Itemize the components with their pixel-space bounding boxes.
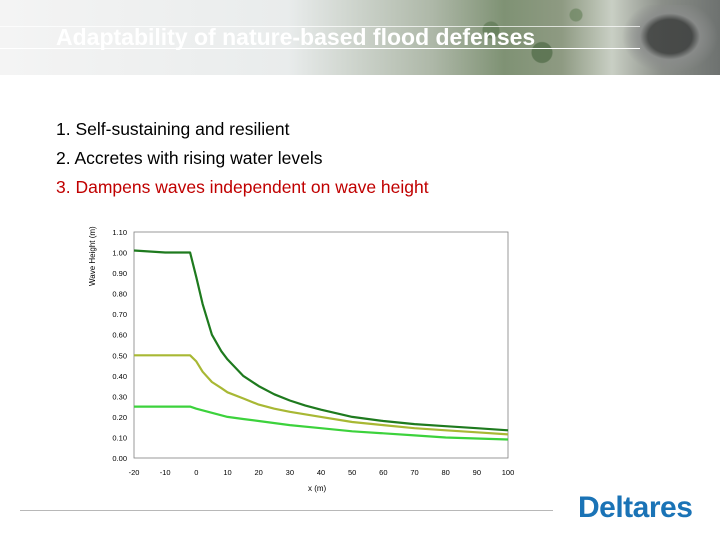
y-tick-label: 0.00 [112,454,127,463]
x-tick-label: 10 [223,468,231,477]
deltares-logo: Deltares [578,491,693,524]
header-rule-top [0,26,640,27]
y-tick-label: 0.20 [112,413,127,422]
header-banner: Adaptability of nature-based flood defen… [0,0,720,75]
y-tick-label: 0.30 [112,392,127,401]
x-tick-label: 50 [348,468,356,477]
x-tick-label: 80 [441,468,449,477]
page-title: Adaptability of nature-based flood defen… [56,24,536,50]
wave-height-chart: 0.00 0.10 0.20 0.30 0.40 0.50 0.60 0.70 0.80 0.90… [112,228,514,477]
y-tick-label: 1.00 [112,249,127,258]
series-line-2 [134,354,509,436]
plot-area [133,231,509,459]
marsh-photo [440,0,610,75]
y-tick-label: 0.90 [112,269,127,278]
bullet-list: 1. Self-sustaining and resilient 2. Accr… [56,118,429,205]
y-tick-label: 0.10 [112,433,127,442]
series-line-3 [134,405,509,441]
footer-rule [20,510,553,511]
x-tick-label: 40 [317,468,325,477]
bullet-item-2: 2. Accretes with rising water levels [56,148,323,168]
series-line-1 [133,249,509,432]
x-tick-label: 0 [194,468,198,477]
oyster-reef-photo [620,5,720,75]
axis-ticks: 0.00 0.10 0.20 0.30 0.40 0.50 0.60 0.70 0.80 0.90… [112,228,514,477]
y-tick-label: 0.50 [112,351,127,360]
y-tick-label: 0.80 [112,290,127,299]
y-tick-label: 0.40 [112,372,127,381]
header-rule [0,48,640,49]
y-tick-label: 1.10 [112,228,127,237]
x-tick-label: -20 [129,468,140,477]
x-tick-label: -10 [160,468,171,477]
y-tick-label: 0.60 [112,331,127,340]
x-tick-label: 90 [473,468,481,477]
x-tick-label: 20 [254,468,262,477]
y-axis-label: Wave Height (m) [88,226,97,286]
x-tick-label: 60 [379,468,387,477]
x-tick-label: 100 [502,468,515,477]
x-tick-label: 70 [410,468,418,477]
bullet-item-3: 3. Dampens waves independent on wave hei… [56,177,429,197]
x-tick-label: 30 [286,468,294,477]
bullet-item-1: 1. Self-sustaining and resilient [56,119,290,139]
x-axis-label: x (m) [308,484,327,493]
y-tick-label: 0.70 [112,310,127,319]
series-lines [133,249,509,441]
